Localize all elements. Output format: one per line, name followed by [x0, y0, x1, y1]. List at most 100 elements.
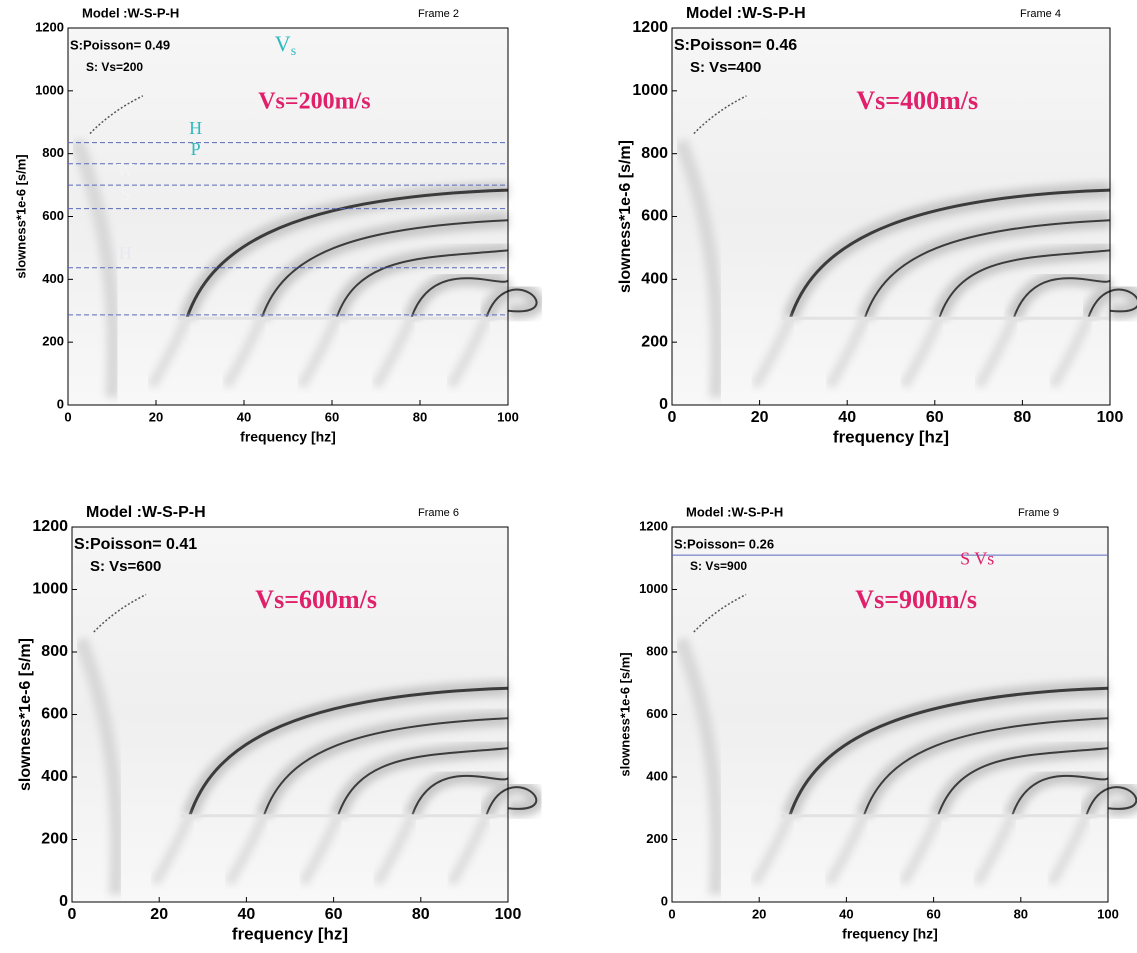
poisson-label: S:Poisson= 0.49 — [70, 37, 170, 52]
x-tick-label: 20 — [752, 906, 766, 921]
y-axis-label: slowness*1e-6 [s/m] — [617, 652, 632, 776]
x-axis-label: frequency [hz] — [833, 427, 949, 446]
texture — [1011, 774, 1109, 817]
texture — [224, 813, 269, 886]
texture — [750, 316, 795, 389]
y-tick-label: 200 — [646, 831, 668, 846]
x-tick-label: 40 — [838, 409, 856, 426]
texture — [788, 188, 1111, 319]
y-tick-label: 400 — [41, 768, 68, 785]
texture — [674, 636, 725, 895]
y-tick-label: 800 — [42, 145, 64, 160]
y-axis-label: slowness*1e-6 [s/m] — [13, 154, 28, 278]
texture — [485, 786, 538, 817]
texture — [974, 316, 1019, 389]
texture — [410, 277, 509, 319]
x-tick-label: 0 — [668, 906, 675, 921]
x-tick-label: 0 — [668, 409, 677, 426]
symbol-subscript: s — [291, 44, 296, 59]
vs-label: S: Vs=600 — [90, 558, 161, 575]
x-tick-label: 0 — [68, 906, 77, 923]
vs-label: S: Vs=200 — [86, 60, 143, 74]
reference-line-label: H — [119, 243, 132, 263]
y-tick-label: 800 — [41, 643, 68, 660]
y-tick-label: 600 — [646, 706, 668, 721]
y-tick-label: 200 — [641, 333, 668, 350]
dispersion-texture — [674, 95, 1137, 398]
dispersion-texture — [70, 95, 545, 398]
annotation: Vs=200m/s — [258, 89, 370, 115]
texture — [1087, 288, 1137, 319]
poisson-label: S:Poisson= 0.46 — [674, 37, 797, 54]
symbol-text: V — [275, 31, 291, 56]
y-tick-label: 0 — [659, 396, 668, 413]
reference-line-label: S — [120, 184, 130, 204]
annotation: Vs=600m/s — [255, 585, 377, 614]
texture — [1048, 316, 1093, 389]
texture — [693, 95, 747, 135]
x-axis-label: frequency [hz] — [240, 429, 336, 445]
x-tick-label: 60 — [325, 409, 339, 424]
texture — [89, 95, 144, 135]
x-tick-label: 80 — [1014, 906, 1028, 921]
texture — [862, 717, 1109, 817]
texture — [335, 249, 509, 319]
reference-line-label: P — [191, 139, 201, 159]
texture — [337, 747, 509, 817]
x-tick-label: 100 — [497, 409, 519, 424]
y-tick-label: 0 — [57, 396, 64, 411]
x-tick-label: 100 — [1097, 409, 1124, 426]
frame-label: Frame 9 — [1018, 507, 1059, 519]
reference-line-label: H — [189, 118, 202, 138]
frame-label: Frame 6 — [418, 507, 459, 519]
x-tick-label: 20 — [150, 906, 168, 923]
texture — [485, 288, 538, 319]
y-tick-label: 1000 — [639, 581, 668, 596]
texture — [863, 219, 1111, 319]
reference-line-label: W — [117, 160, 134, 180]
y-tick-label: 1000 — [632, 82, 668, 99]
annotation: Vs=900m/s — [855, 585, 977, 614]
panel-title: Model :W-S-P-H — [686, 504, 783, 519]
texture — [371, 316, 416, 389]
y-tick-label: 0 — [661, 893, 668, 908]
x-tick-label: 80 — [1014, 409, 1032, 426]
y-tick-label: 0 — [59, 893, 68, 910]
y-tick-label: 1200 — [632, 19, 668, 36]
panel-title: Model :W-S-P-H — [82, 5, 179, 20]
texture — [188, 686, 509, 817]
texture — [446, 316, 491, 389]
texture — [74, 636, 125, 895]
x-tick-label: 100 — [495, 906, 522, 923]
texture — [372, 813, 417, 886]
texture — [1012, 277, 1111, 319]
y-tick-label: 400 — [646, 768, 668, 783]
texture — [788, 686, 1109, 817]
annotation: Vs=400m/s — [856, 86, 978, 115]
x-tick-label: 20 — [751, 409, 769, 426]
panel: 0 20 40 60 80 100020040060080010001200frequen… — [617, 5, 1137, 446]
x-tick-label: 60 — [325, 906, 343, 923]
texture — [750, 813, 795, 886]
texture — [446, 813, 491, 886]
y-tick-label: 800 — [641, 145, 668, 162]
x-tick-label: 0 — [64, 409, 71, 424]
texture — [899, 316, 944, 389]
texture — [262, 717, 509, 817]
y-tick-label: 800 — [646, 643, 668, 658]
panel-title: Model :W-S-P-H — [86, 504, 206, 521]
texture — [296, 316, 341, 389]
vs-label: S: Vs=400 — [690, 59, 761, 76]
frame-label: Frame 4 — [1020, 8, 1061, 20]
vs-label: S: Vs=900 — [690, 559, 747, 573]
texture — [185, 188, 509, 319]
texture — [260, 219, 509, 319]
texture — [693, 593, 747, 633]
y-tick-label: 200 — [41, 831, 68, 848]
y-tick-label: 400 — [641, 271, 668, 288]
x-tick-label: 40 — [237, 409, 251, 424]
texture — [411, 774, 509, 817]
x-tick-label: 60 — [926, 409, 944, 426]
